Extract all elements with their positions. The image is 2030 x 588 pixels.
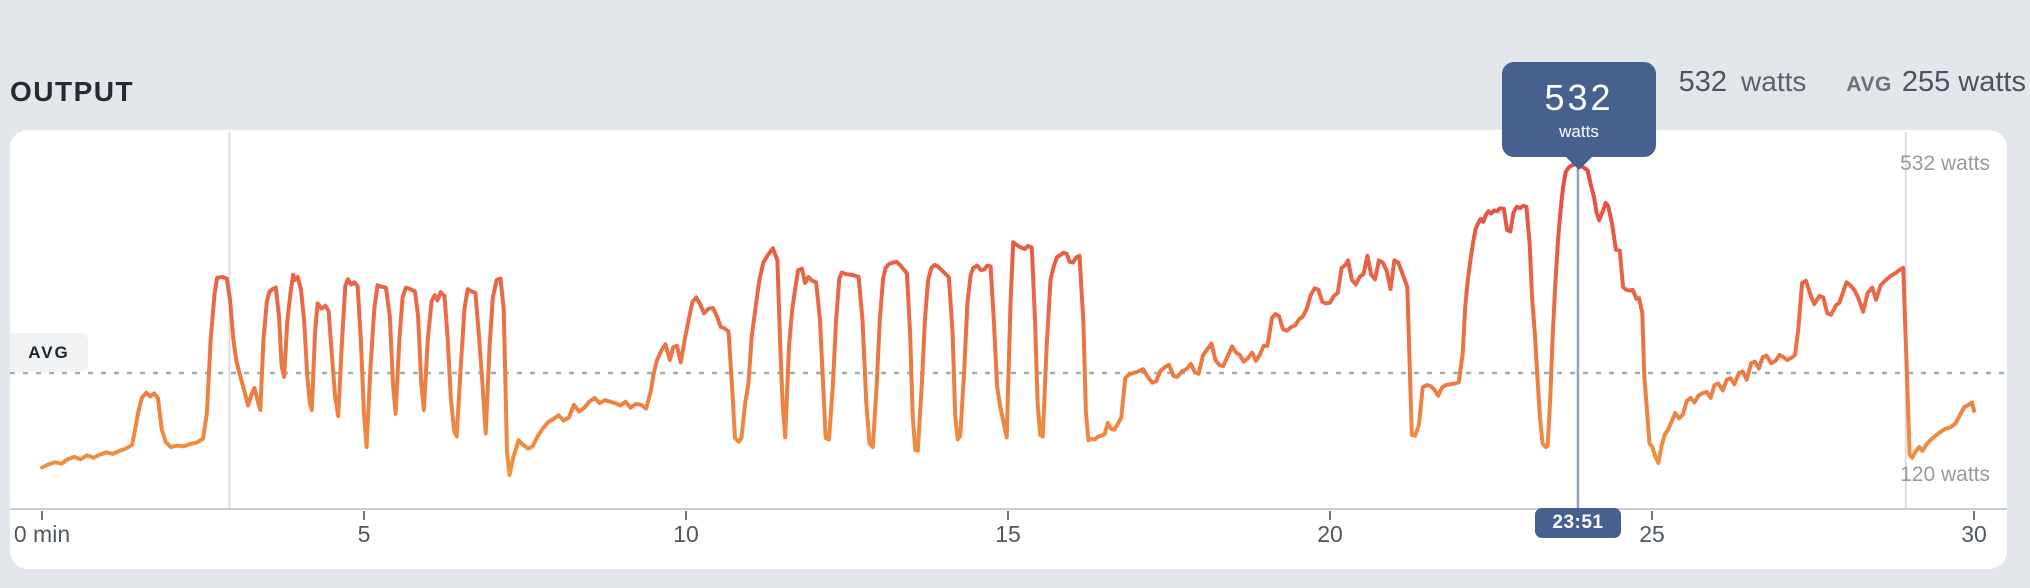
watts-reference-label: 120 watts [1900, 463, 1990, 487]
x-axis-ticks [41, 511, 1975, 520]
x-axis-label: 25 [1639, 521, 1665, 547]
average-output-group: AVG 255 watts [1846, 66, 2026, 99]
header-stats: 532 watts AVG 255 watts [1679, 66, 2026, 99]
x-axis-label: 30 [1961, 521, 1987, 547]
current-output-unit: watts [1741, 66, 1807, 97]
current-output-value: 532 [1678, 66, 1728, 98]
tooltip-value: 532 [1544, 77, 1614, 118]
cursor-time-badge: 23:51 [1534, 508, 1621, 538]
avg-chip: AVG [10, 333, 88, 372]
avg-value: 255 watts [1901, 66, 2026, 98]
x-axis-label: 5 [357, 521, 371, 547]
x-axis-label: 20 [1317, 521, 1343, 547]
output-line-chart[interactable] [10, 130, 2007, 569]
output-series-line [40, 161, 1976, 478]
avg-label: AVG [1846, 73, 1892, 96]
page-title: OUTPUT [10, 76, 135, 107]
output-chart-card: AVG 0 min 5 10 15 20 25 30 532 watts 120 watts … [10, 130, 2007, 569]
x-axis-label: 10 [673, 521, 699, 547]
value-tooltip: 532 watts [1502, 62, 1656, 170]
tooltip-unit: watts [1559, 122, 1599, 141]
x-axis-label: 15 [995, 521, 1021, 547]
x-axis-label: 0 min [13, 521, 71, 547]
watts-reference-label: 532 watts [1900, 151, 1990, 175]
